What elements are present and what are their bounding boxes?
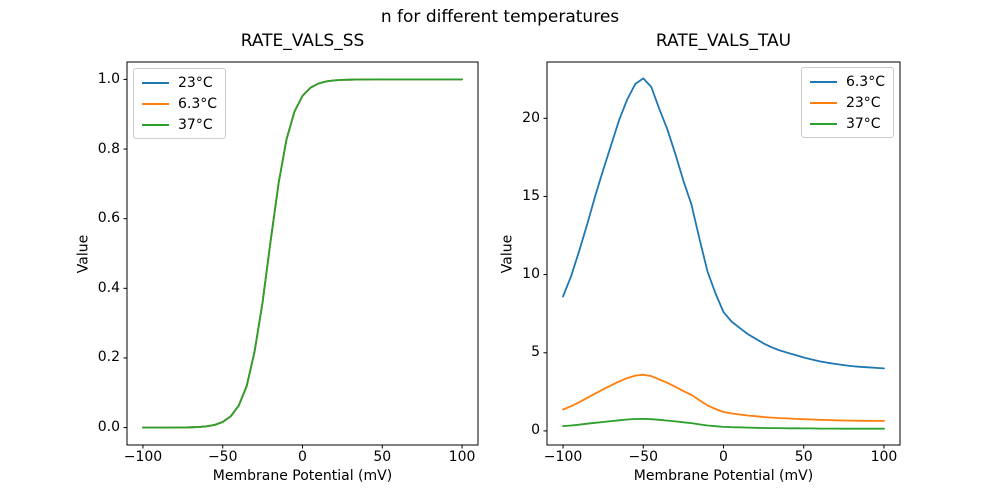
legend-line-icon: [142, 81, 169, 84]
series-line-23°C: [562, 373, 885, 422]
legend-entry: 37°C: [142, 114, 217, 135]
series-line-37°C: [562, 417, 885, 430]
legend-label: 23°C: [845, 94, 881, 111]
y-tick-label: 1.0: [97, 70, 120, 87]
x-tick-label: 100: [870, 449, 898, 465]
legend-entry: 6.3°C: [809, 71, 885, 92]
y-tick-label: 0.8: [97, 140, 120, 157]
y-tick-label: 20: [522, 109, 540, 126]
subplot-title: RATE_VALS_SS: [240, 31, 365, 51]
figure-suptitle: n for different temperatures: [380, 7, 620, 27]
x-tick-label: 0: [298, 449, 307, 465]
y-tick-label: 0.0: [97, 419, 120, 436]
legend-line-icon: [809, 80, 837, 83]
x-axis-label: Membrane Potential (mV): [212, 468, 393, 484]
legend-label: 37°C: [178, 116, 213, 133]
legend-label: 23°C: [178, 74, 213, 91]
legend-entry: 6.3°C: [142, 93, 217, 114]
legend-label: 6.3°C: [845, 73, 885, 90]
y-tick-label: 10: [522, 266, 540, 283]
x-tick-label: −100: [543, 449, 583, 465]
y-axis-label: Value: [75, 234, 92, 273]
x-axis-label: Membrane Potential (mV): [633, 468, 814, 484]
subplot-title: RATE_VALS_TAU: [655, 31, 792, 51]
series-line-37°C: [142, 78, 463, 429]
legend-line-icon: [809, 101, 837, 104]
legend-entry: 37°C: [809, 113, 885, 134]
legend-label: 37°C: [845, 115, 881, 132]
y-tick-label: 0.4: [97, 279, 120, 296]
legend-entry: 23°C: [142, 72, 217, 93]
legend-label: 6.3°C: [178, 95, 218, 112]
x-tick-label: 0: [719, 449, 728, 465]
x-tick-label: −50: [207, 449, 238, 465]
legend: 23°C 6.3°C 37°C: [133, 68, 227, 139]
y-tick-label: 15: [522, 187, 540, 204]
y-tick-label: 0.6: [97, 210, 120, 227]
x-tick-label: −100: [123, 449, 163, 465]
legend: 6.3°C 23°C 37°C: [800, 67, 894, 138]
y-tick-label: 0.2: [97, 349, 120, 366]
legend-line-icon: [142, 123, 169, 126]
x-tick-label: −50: [628, 449, 659, 465]
y-tick-label: 0: [531, 422, 540, 439]
x-tick-label: 100: [448, 449, 476, 465]
legend-line-icon: [809, 122, 837, 125]
legend-line-icon: [142, 102, 169, 105]
series-line-6.3°C: [562, 77, 885, 370]
x-tick-label: 50: [794, 449, 813, 465]
legend-entry: 23°C: [809, 92, 885, 113]
x-tick-label: 50: [373, 449, 392, 465]
y-axis-label: Value: [499, 234, 516, 273]
y-tick-label: 5: [531, 344, 540, 361]
